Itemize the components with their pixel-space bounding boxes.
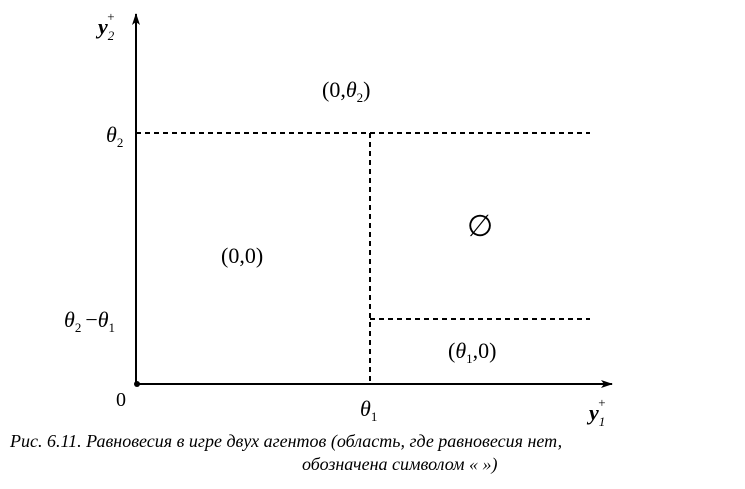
region-zero-zero: (0,0) — [221, 243, 263, 268]
caption-line-1: Рис. 6.11. Равновесия в игре двух агенто… — [10, 431, 563, 451]
origin-label: 0 — [116, 389, 126, 411]
origin-point — [134, 381, 140, 387]
figure-caption: Рис. 6.11. Равновесия в игре двух агенто… — [0, 431, 745, 487]
equilibrium-diagram: y2+ y1+ 0 θ2 θ2 −θ1 θ1 (0,θ2) (0,0) ∅ (θ1… — [64, 9, 613, 429]
caption-line-2: обозначена символом « ») — [302, 454, 498, 474]
tick-theta1: θ1 — [360, 396, 377, 424]
region-empty-set: ∅ — [467, 210, 493, 243]
tick-theta2: θ2 — [106, 122, 123, 150]
region-theta1-zero: (θ1,0) — [448, 338, 496, 366]
tick-theta2-minus-theta1: θ2 −θ1 — [64, 307, 115, 335]
y-axis-label: y2+ — [95, 9, 115, 43]
x-axis-label: y1+ — [586, 395, 606, 429]
region-zero-theta2: (0,θ2) — [322, 77, 370, 105]
